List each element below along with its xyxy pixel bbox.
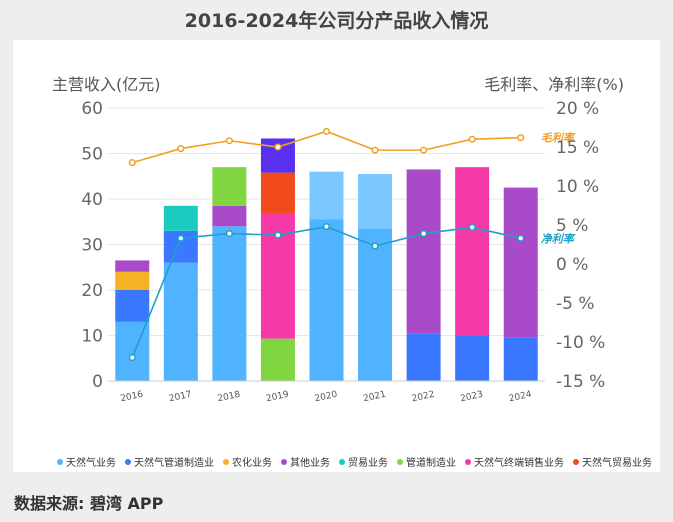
left-tick-label: 0 <box>92 372 103 392</box>
line-point <box>128 159 136 167</box>
bar-segment <box>309 219 344 381</box>
legend-label: 其他业务 <box>290 456 330 469</box>
line-point <box>322 223 331 231</box>
axes-layer: 0 10 20 30 40 50 60 -15 % -10 % -5 % 0 % 5 % 10 % 15 … <box>81 99 605 404</box>
bar-segment <box>260 338 295 381</box>
legend-marker <box>57 459 63 465</box>
x-tick-label: 2024 <box>508 390 533 405</box>
left-axis-title: 主营收入(亿元) <box>52 75 161 94</box>
bar-segment <box>406 169 441 334</box>
bar-segment <box>212 226 247 381</box>
bar-segment <box>503 187 538 338</box>
line-point <box>468 223 476 231</box>
bar-segment <box>163 262 198 381</box>
line-point <box>177 234 185 242</box>
bar-segment <box>115 290 150 322</box>
x-tick-label: 2023 <box>460 390 484 405</box>
legend-label: 天然气贸易业务 <box>582 456 652 469</box>
legend-label: 天然气管道制造业 <box>134 456 214 469</box>
line-point <box>225 230 233 238</box>
bar-segment <box>212 167 247 206</box>
left-tick-label: 60 <box>81 99 103 119</box>
x-tick-label: 2016 <box>120 390 145 405</box>
legend-marker <box>281 459 287 465</box>
legend-marker <box>465 459 471 465</box>
series-line <box>132 130 521 164</box>
legend-label: 管道制造业 <box>406 456 456 469</box>
line-point <box>128 354 136 362</box>
x-tick-label: 2022 <box>411 390 435 405</box>
line-point <box>420 146 428 154</box>
legend-label: 农化业务 <box>232 456 272 469</box>
bar-segment <box>406 333 441 381</box>
bar-segment <box>163 205 198 231</box>
right-tick-label: 0 % <box>556 255 588 275</box>
line-point <box>517 234 525 242</box>
x-tick-label: 2021 <box>362 390 386 405</box>
bar-segment <box>358 173 393 229</box>
legend-marker <box>223 459 229 465</box>
legend-marker <box>125 459 131 465</box>
line-end-label: 净利率 <box>541 232 576 245</box>
line-point <box>517 134 525 142</box>
line-point <box>274 231 282 239</box>
x-tick-label: 2017 <box>168 390 192 405</box>
bar-segment <box>455 335 490 381</box>
right-tick-label: 10 % <box>556 177 599 197</box>
bar-segment <box>212 205 247 227</box>
bar-segment <box>503 337 538 381</box>
x-tick-label: 2020 <box>314 390 339 405</box>
bar-segment <box>358 228 393 381</box>
line-point <box>420 230 428 238</box>
legend-label: 天然气终端销售业务 <box>474 456 564 469</box>
bar-segment <box>115 271 150 290</box>
right-axis-title: 毛利率、净利率(%) <box>484 75 624 94</box>
right-tick-label: -10 % <box>556 333 605 353</box>
left-tick-label: 50 <box>81 145 103 165</box>
x-tick-label: 2019 <box>265 390 290 405</box>
bar-segment <box>455 167 490 336</box>
right-tick-label: 15 % <box>556 138 599 158</box>
line-end-label: 毛利率 <box>541 132 576 145</box>
legend-marker <box>573 459 579 465</box>
left-tick-label: 20 <box>81 281 103 301</box>
legend-marker <box>339 459 345 465</box>
right-tick-label: 5 % <box>556 216 588 236</box>
line-point <box>322 127 331 135</box>
line-point <box>177 145 185 153</box>
line-point <box>274 143 282 151</box>
line-point <box>468 135 476 143</box>
data-source: 数据来源: 碧湾 APP <box>14 494 164 513</box>
bar-segment <box>115 321 150 381</box>
bar-segment <box>309 171 344 220</box>
bar-segment <box>260 172 295 214</box>
bar-segment <box>115 260 150 272</box>
chart-title: 2016-2024年公司分产品收入情况 <box>184 10 489 32</box>
left-tick-label: 10 <box>81 327 103 347</box>
legend-label: 天然气业务 <box>66 456 116 469</box>
left-tick-label: 30 <box>81 236 103 256</box>
line-point <box>225 137 233 145</box>
right-tick-label: -15 % <box>556 372 605 392</box>
x-tick-label: 2018 <box>217 390 242 405</box>
right-tick-label: 20 % <box>556 99 599 119</box>
line-point <box>371 242 379 250</box>
left-tick-label: 40 <box>81 190 103 210</box>
legend: 天然气业务 天然气管道制造业 农化业务 其他业务 贸易业务 管道制造业 天然气终端销售业务 天… <box>57 456 652 469</box>
right-tick-label: -5 % <box>556 294 595 314</box>
legend-marker <box>397 459 403 465</box>
line-point <box>371 146 379 154</box>
bar-layer <box>115 138 538 381</box>
legend-label: 贸易业务 <box>348 456 388 469</box>
